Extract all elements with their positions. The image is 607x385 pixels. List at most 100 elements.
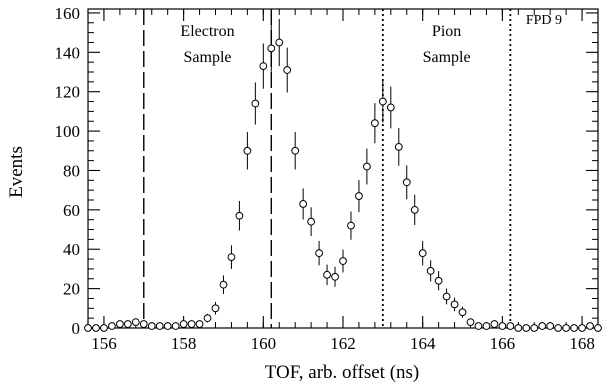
data-point-marker [530,324,539,332]
data-point-marker [187,320,196,328]
corner-label: FPD 9 [526,13,562,28]
data-point [203,313,212,323]
data-point-marker [115,320,124,328]
data-point [92,324,100,332]
data-point-marker [434,276,443,285]
data-point [578,324,586,332]
data-point-marker [490,320,499,328]
data-point-marker [243,146,252,155]
data-point [426,260,435,282]
data-point [243,132,252,170]
data-point-marker [163,322,172,330]
data-point [139,320,148,328]
data-point [251,82,260,125]
data-point [227,245,236,269]
data-point [410,194,419,226]
data-point-marker [147,322,156,330]
data-point [522,324,531,332]
data-point [370,103,379,144]
data-point-marker [155,322,164,330]
x-tick-label: 166 [490,334,516,353]
data-point [418,240,427,266]
data-point-marker [267,44,276,53]
data-point-marker [131,318,140,326]
data-point [466,318,475,326]
x-tick-label: 160 [251,334,277,353]
y-axis-title: Events [6,146,27,198]
data-point-marker [458,308,467,317]
data-point [211,302,220,315]
data-point-marker [450,300,459,309]
data-point-marker [203,314,212,323]
data-point-marker [299,200,308,208]
data-point-marker [108,322,116,330]
data-point [450,297,459,312]
data-point [131,318,140,326]
data-point [538,322,547,330]
data-point [331,266,339,287]
data-point-marker [466,318,475,326]
region-label: Sample [423,49,471,66]
data-point [299,188,308,220]
data-point [259,43,268,89]
data-point-marker [323,270,331,279]
data-point-marker [291,146,300,155]
data-point [434,271,443,291]
data-point-marker [123,320,132,328]
data-point [100,324,108,332]
data-point [363,148,371,185]
data-point [530,324,539,332]
y-tick-label: 40 [63,240,80,259]
y-tick-label: 160 [55,4,81,23]
y-tick-label: 20 [63,280,80,299]
data-point [195,320,204,328]
axis-ticks: 156 158 160 162 164 166 168 0 20 40 60 80 100 120 140 1… [55,4,599,353]
data-point-marker [586,322,594,330]
data-point-marker [402,178,411,187]
data-point-marker [179,320,188,328]
data-point-marker [227,253,236,262]
data-point-marker [562,324,571,332]
data-point-marker [570,324,578,332]
data-point [163,322,172,330]
data-points [84,18,602,332]
data-point-marker [363,162,371,171]
chart-frame [87,8,599,329]
data-point [394,127,403,166]
x-axis-title: TOF, arb. offset (ns) [265,362,420,383]
data-point-marker [474,322,483,330]
plot-border [87,8,599,329]
y-tick-label: 80 [63,161,80,180]
data-point-marker [498,322,507,330]
data-point-marker [211,304,220,313]
data-point-marker [100,324,108,332]
region-label: Pion [432,23,461,40]
x-tick-label: 156 [91,334,117,353]
data-point-marker [514,324,523,332]
data-point [179,320,188,328]
data-point [570,324,578,332]
data-point [283,47,292,93]
data-point-marker [315,249,323,258]
data-point [291,132,300,170]
data-point-marker [251,99,260,108]
data-point [108,322,116,330]
data-point [498,322,507,330]
data-point [235,200,244,231]
data-point [474,322,483,330]
data-point [514,324,523,332]
data-point [315,240,323,266]
data-point-marker [554,324,563,332]
y-tick-label: 140 [55,43,81,62]
data-point-marker [347,221,355,230]
data-point [155,322,164,330]
data-point [339,249,347,273]
data-point-marker [370,119,379,128]
data-point-marker [171,322,180,330]
region-label: Electron [180,23,234,40]
data-point [171,322,180,330]
x-tick-label: 168 [569,334,595,353]
data-point-marker [84,324,92,332]
data-point [347,211,355,240]
